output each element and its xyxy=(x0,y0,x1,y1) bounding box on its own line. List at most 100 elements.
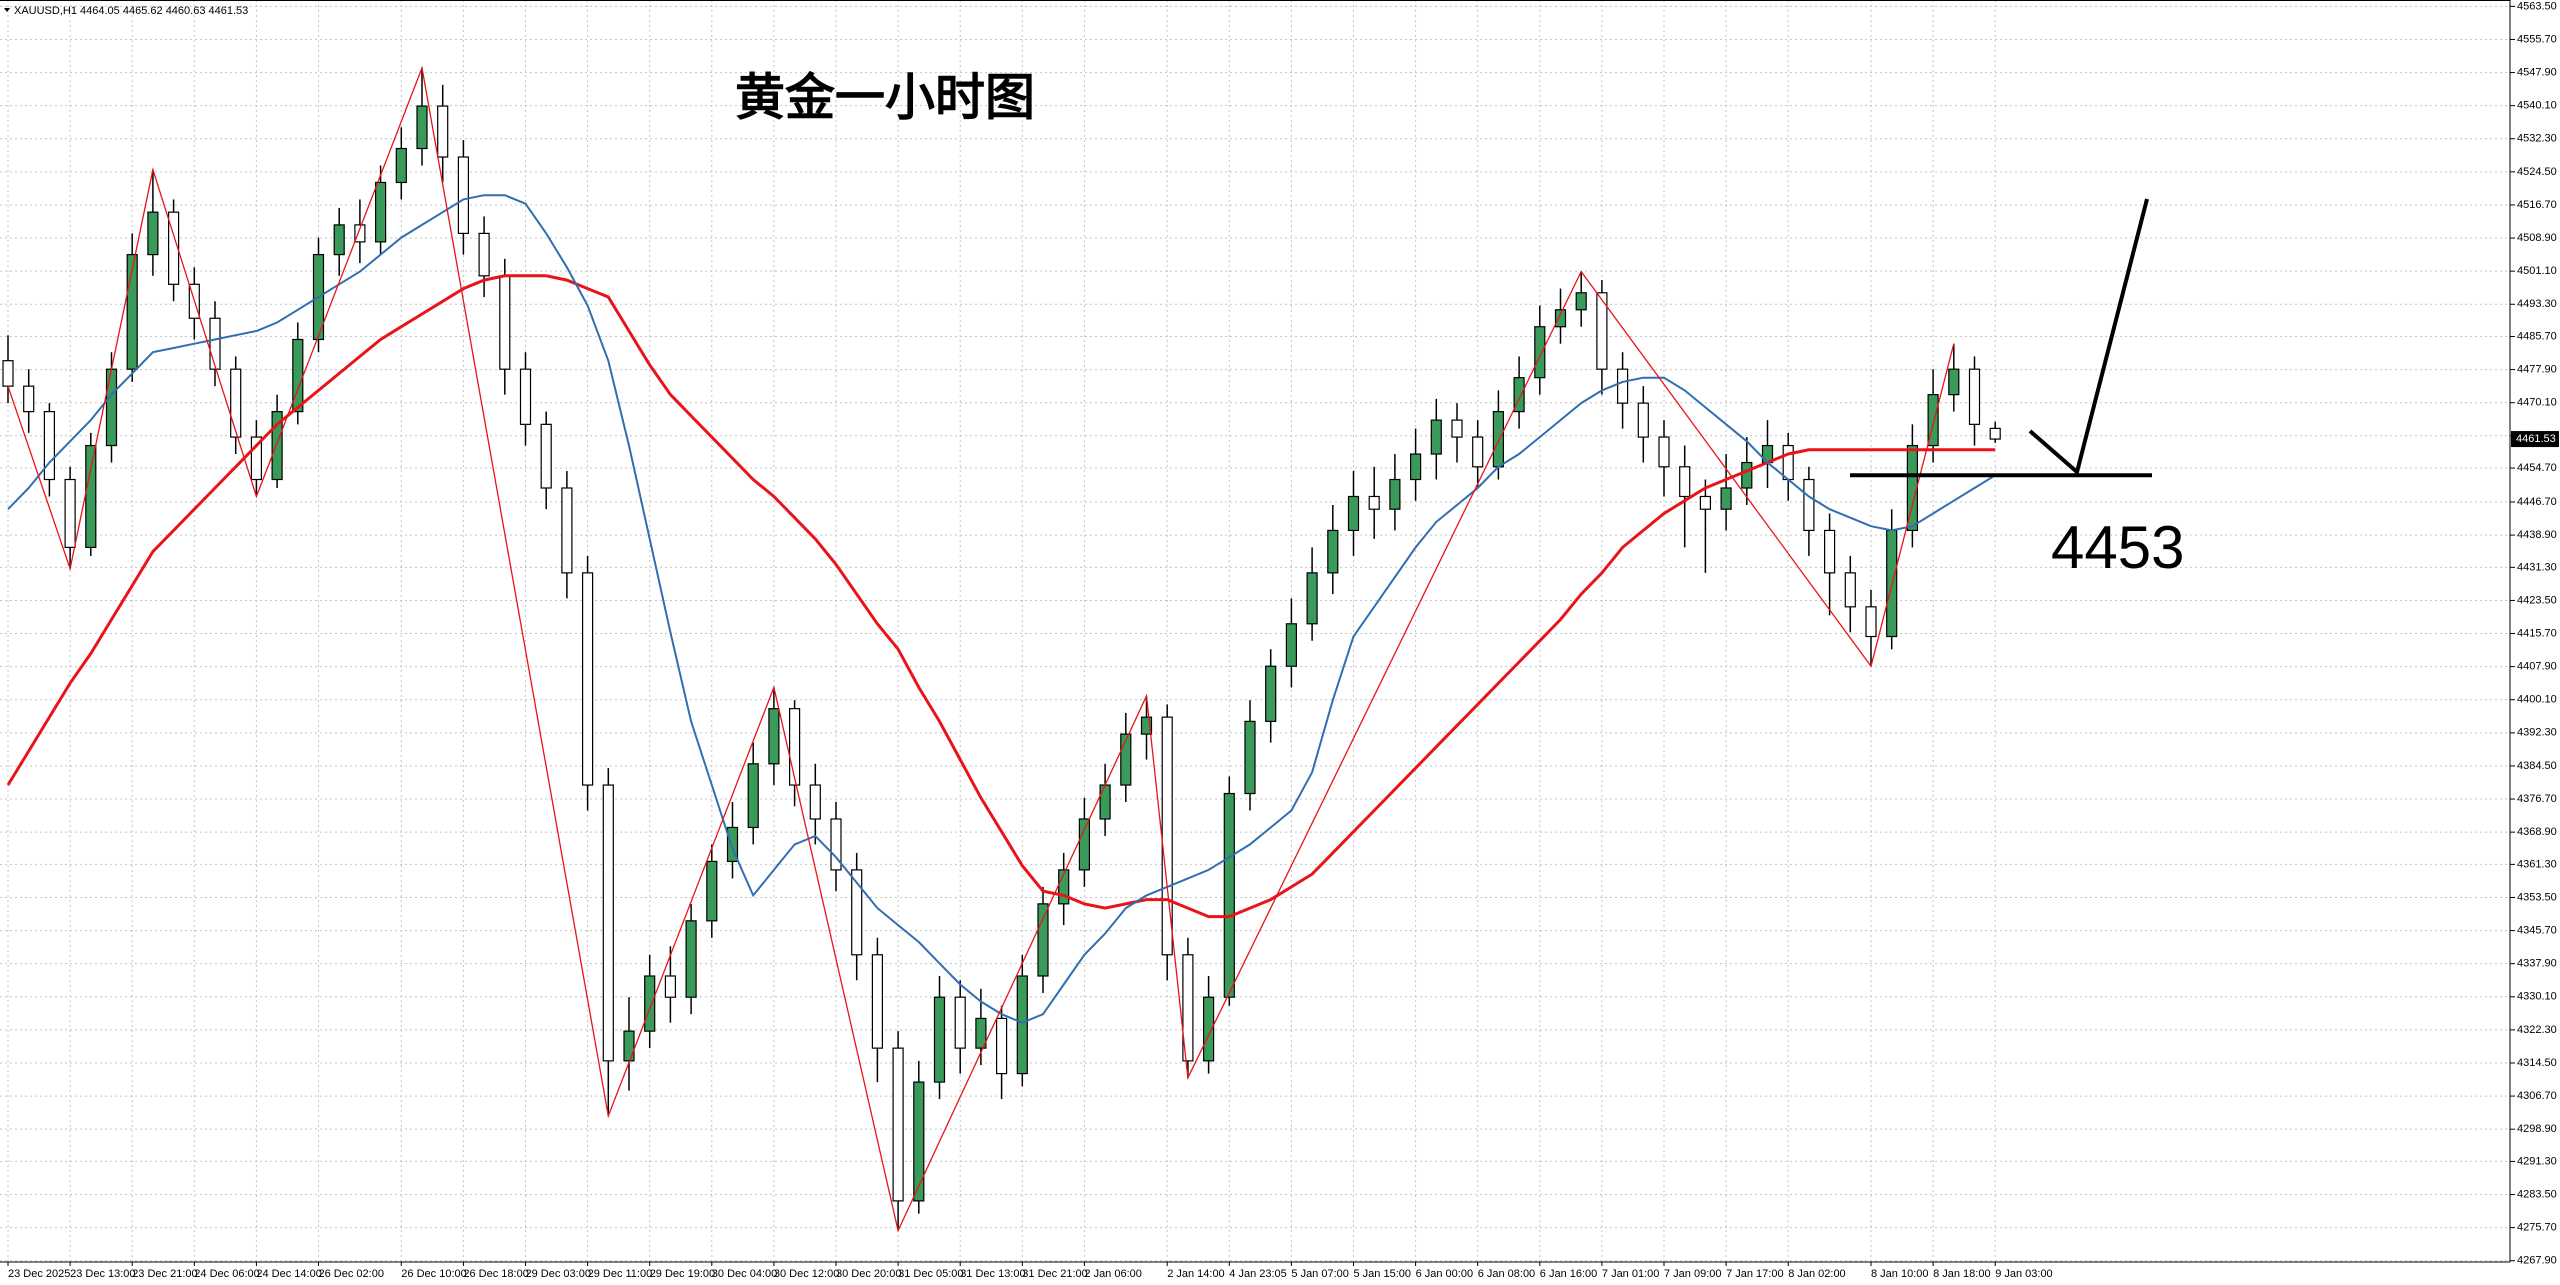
x-tick-label: 24 Dec 06:00 xyxy=(194,1268,259,1280)
candle-body xyxy=(602,784,614,1062)
y-tick-label: 4470.10 xyxy=(2517,397,2557,409)
candle-body xyxy=(1844,572,1856,608)
x-tick-label: 31 Dec 21:00 xyxy=(1022,1268,1087,1280)
x-tick-label: 30 Dec 04:00 xyxy=(712,1268,777,1280)
candle-body xyxy=(1409,453,1422,481)
current-price-label: 4461.53 xyxy=(2516,433,2556,445)
y-tick-label: 4353.50 xyxy=(2517,891,2557,903)
last-close: 4461.53 xyxy=(209,5,249,17)
candle-body xyxy=(1658,436,1670,468)
x-tick-label: 7 Jan 01:00 xyxy=(1602,1268,1660,1280)
candle-body xyxy=(1472,436,1484,468)
y-tick-label: 4485.70 xyxy=(2517,330,2557,342)
candle-body xyxy=(478,232,490,277)
header: XAUUSD,H1 4464.05 4465.62 4460.63 4461.5… xyxy=(14,5,248,17)
x-tick-label: 6 Jan 00:00 xyxy=(1416,1268,1474,1280)
candle-body xyxy=(292,338,304,413)
candle-body xyxy=(271,411,283,481)
candle-body xyxy=(147,211,159,256)
y-tick-label: 4493.30 xyxy=(2517,298,2557,310)
y-tick-label: 4361.30 xyxy=(2517,858,2557,870)
candle-body xyxy=(830,818,842,871)
candle-body xyxy=(43,411,56,481)
last-low: 4460.63 xyxy=(166,5,206,17)
x-tick-label: 24 Dec 14:00 xyxy=(256,1268,321,1280)
moving-average xyxy=(7,194,1996,1024)
grid-layer xyxy=(0,0,2510,1262)
y-tick-label: 4298.90 xyxy=(2517,1123,2557,1135)
y-tick-label: 4438.90 xyxy=(2517,529,2557,541)
candle-body xyxy=(1368,495,1380,510)
candle-body xyxy=(416,105,428,150)
candle-body xyxy=(913,1081,925,1202)
candle-body xyxy=(1699,495,1712,510)
candle-body xyxy=(1327,529,1339,574)
candle-body xyxy=(333,224,345,256)
candle-body xyxy=(706,860,718,922)
candle-body xyxy=(1679,466,1691,498)
candle-body xyxy=(1223,792,1235,998)
y-tick-label: 4275.70 xyxy=(2517,1222,2557,1234)
current-price-box xyxy=(2511,431,2559,448)
candle-body xyxy=(209,317,221,370)
candle-body xyxy=(1037,903,1049,977)
y-tick-label: 4368.90 xyxy=(2517,826,2557,838)
x-tick-label: 5 Jan 15:00 xyxy=(1354,1268,1412,1280)
candle-body xyxy=(457,156,469,234)
candle-body xyxy=(23,385,35,413)
candle-body xyxy=(1140,716,1153,735)
candle-body xyxy=(1823,529,1836,574)
chart-title: 黄金一小时图 xyxy=(735,69,1035,127)
candle-body xyxy=(644,975,656,1032)
x-tick-label: 5 Jan 07:00 xyxy=(1291,1268,1349,1280)
candle-body xyxy=(1058,869,1070,905)
last-high: 4465.62 xyxy=(123,5,163,17)
y-tick-label: 4477.90 xyxy=(2517,364,2557,376)
x-tick-label: 26 Dec 02:00 xyxy=(319,1268,384,1280)
candle-body xyxy=(954,996,966,1049)
candle-body xyxy=(1575,292,1587,311)
candle-body xyxy=(1244,720,1256,795)
candle-body xyxy=(1265,665,1277,722)
y-tick-label: 4547.90 xyxy=(2517,66,2557,78)
y-tick-label: 4501.10 xyxy=(2517,265,2557,277)
zigzag xyxy=(7,65,1955,1233)
y-tick-label: 4314.50 xyxy=(2517,1057,2557,1069)
x-tick-label: 26 Dec 18:00 xyxy=(463,1268,528,1280)
arrow-annotation xyxy=(2028,198,2149,476)
y-tick-label: 4306.70 xyxy=(2517,1090,2557,1102)
candle-body xyxy=(768,708,780,765)
candle-body xyxy=(1948,368,1960,396)
candle-body xyxy=(1596,292,1608,370)
symbol: XAUUSD,H1 xyxy=(14,5,77,17)
candle-body xyxy=(230,368,242,438)
candle-body xyxy=(2,360,14,387)
candle-body xyxy=(1554,309,1567,328)
x-tick-label: 23 Dec 2025 xyxy=(8,1268,70,1280)
y-tick-label: 4283.50 xyxy=(2517,1188,2557,1200)
candle-body xyxy=(1285,623,1298,667)
candle-body xyxy=(685,920,697,998)
candle-body xyxy=(892,1047,904,1202)
x-tick-label: 8 Jan 18:00 xyxy=(1933,1268,1991,1280)
y-tick-label: 4423.50 xyxy=(2517,594,2557,606)
candle-body xyxy=(975,1017,987,1049)
x-tick-label: 30 Dec 12:00 xyxy=(774,1268,839,1280)
candle-body xyxy=(168,211,180,285)
y-tick-label: 4540.10 xyxy=(2517,100,2557,112)
y-tick-label: 4446.70 xyxy=(2517,496,2557,508)
y-tick-label: 4330.10 xyxy=(2517,991,2557,1003)
candle-body xyxy=(85,444,97,549)
candle-body xyxy=(1865,606,1877,638)
candle-body xyxy=(1616,368,1629,404)
candle-body xyxy=(1534,326,1546,379)
y-tick-label: 4431.30 xyxy=(2517,561,2557,573)
y-tick-label: 4267.90 xyxy=(2517,1255,2557,1267)
candle-body xyxy=(64,478,76,549)
x-tick-label: 31 Dec 13:00 xyxy=(960,1268,1025,1280)
marks-layer xyxy=(2,65,2152,1233)
candle-body xyxy=(126,254,138,370)
candle-body xyxy=(1989,427,2001,440)
candle-body xyxy=(1782,444,1794,481)
